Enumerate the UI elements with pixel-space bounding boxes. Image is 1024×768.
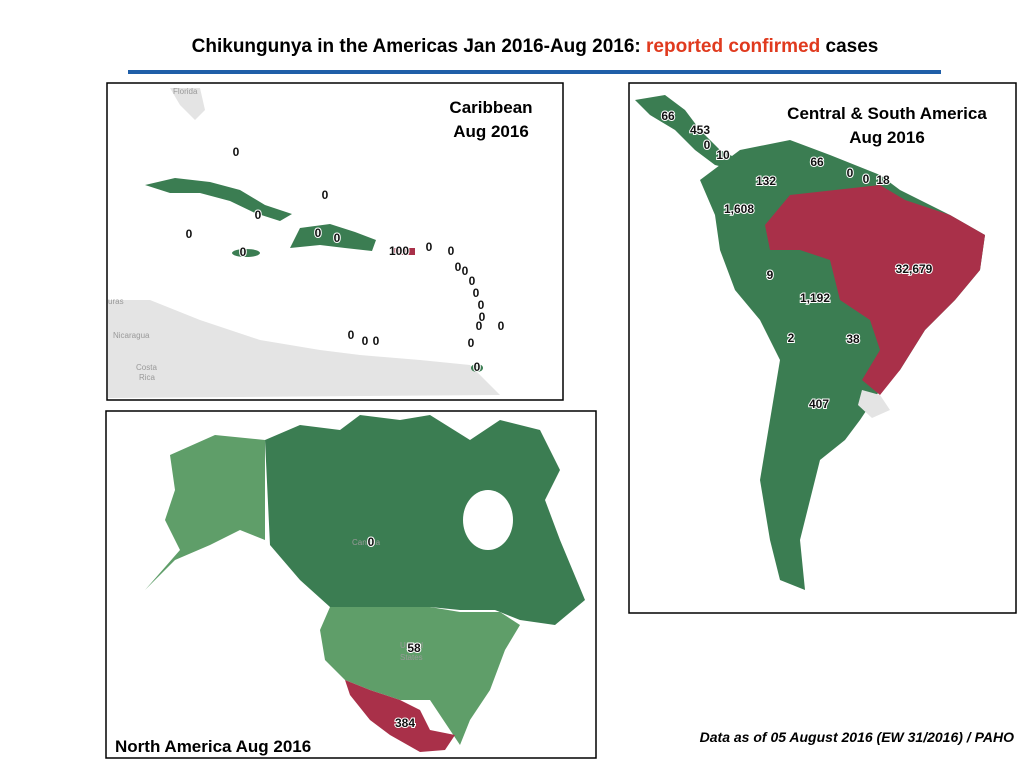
case-label: 0: [704, 138, 711, 152]
island-hispaniola: [290, 224, 376, 251]
case-label: 1,608: [724, 202, 754, 216]
case-label: 0: [368, 535, 375, 549]
case-label: 0: [348, 328, 355, 342]
case-label: 407: [809, 397, 829, 411]
case-label: 0: [233, 145, 240, 159]
land-alaska: [145, 435, 265, 590]
case-label: 100: [389, 244, 409, 258]
land-florida: [170, 88, 205, 120]
land-mexico: [345, 680, 455, 752]
land-central-america: [635, 95, 740, 170]
case-label: 384: [395, 716, 415, 730]
case-label: 9: [767, 268, 774, 282]
case-label: 66: [810, 155, 824, 169]
slide-title: Chikungunya in the Americas Jan 2016-Aug…: [192, 36, 879, 57]
case-label: 0: [334, 231, 341, 245]
case-label: 66: [661, 109, 675, 123]
panel-title: Aug 2016: [453, 122, 529, 141]
case-label: 0: [863, 172, 870, 186]
place-name: Nicaragua: [113, 331, 150, 340]
case-label: 0: [476, 319, 483, 333]
case-label: 0: [474, 360, 481, 374]
case-label: 0: [362, 334, 369, 348]
case-label: 0: [473, 286, 480, 300]
case-label: 1,192: [800, 291, 830, 305]
island-jamaica: [232, 249, 260, 257]
place-name: Rica: [139, 373, 156, 382]
case-label: 10: [716, 148, 730, 162]
case-label: 0: [455, 260, 462, 274]
case-label: 0: [186, 227, 193, 241]
title-lead: Chikungunya in the Americas Jan 2016-Aug…: [192, 36, 641, 57]
place-name: Costa: [136, 363, 157, 372]
case-label: 2: [788, 331, 795, 345]
case-label: 38: [846, 332, 860, 346]
case-label: 0: [240, 245, 247, 259]
case-label: 0: [426, 240, 433, 254]
land-uruguay: [858, 390, 890, 418]
case-label: 32,679: [896, 262, 933, 276]
case-label: 0: [479, 310, 486, 324]
hudson-bay: [463, 490, 513, 550]
case-label: 0: [255, 208, 262, 222]
case-label: 0: [373, 334, 380, 348]
case-label: 0: [498, 319, 505, 333]
case-label: 0: [448, 244, 455, 258]
case-label: 0: [322, 188, 329, 202]
island-cuba: [145, 178, 292, 221]
island-trinidad: [471, 364, 483, 372]
place-name: Canada: [352, 538, 381, 547]
footnote: Data as of 05 August 2016 (EW 31/2016) /…: [700, 729, 1014, 745]
place-name: Florida: [173, 87, 198, 96]
place-name: uras: [108, 297, 124, 306]
land-central: [108, 300, 500, 398]
case-label: 18: [876, 173, 890, 187]
north-america-title: North America Aug 2016: [115, 737, 311, 756]
north-america-panel: Canada United States 0 58 384: [105, 410, 597, 759]
panel-title: Caribbean: [449, 98, 532, 117]
title-highlight: reported confirmed: [646, 36, 820, 57]
land-canada: [265, 415, 585, 625]
case-label: 453: [690, 123, 710, 137]
place-name: United: [400, 641, 423, 650]
case-label: 0: [469, 274, 476, 288]
case-label: 0: [462, 264, 469, 278]
case-label: 0: [847, 166, 854, 180]
place-name: States: [400, 653, 423, 662]
title-tail: cases: [826, 36, 879, 57]
land-united-states: [320, 607, 520, 745]
panel-title: Central & South America: [787, 104, 987, 123]
land-brazil: [765, 185, 985, 395]
panel-title: Aug 2016: [849, 128, 925, 147]
case-label: 132: [756, 174, 776, 188]
island-puerto-rico: [391, 248, 415, 255]
case-label: 58: [407, 641, 421, 655]
case-label: 0: [468, 336, 475, 350]
case-label: 0: [478, 298, 485, 312]
case-label: 0: [315, 226, 322, 240]
